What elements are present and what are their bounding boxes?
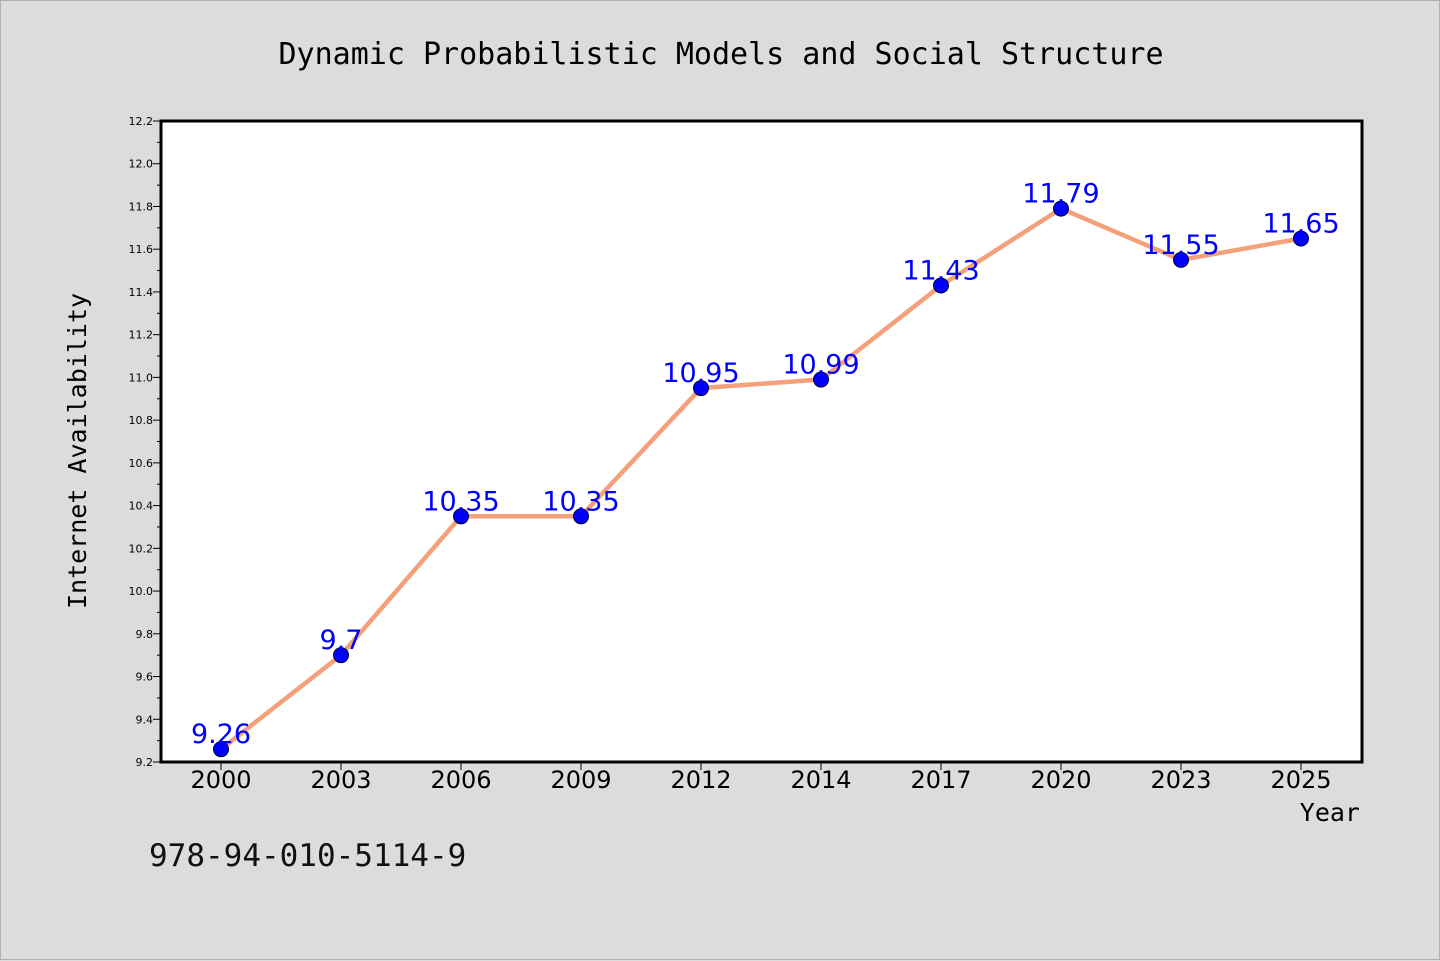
data-label: 11.79 [1022, 179, 1099, 210]
data-label: 10.99 [782, 350, 859, 381]
data-point [933, 277, 949, 294]
y-tick-label: 9.2 [136, 756, 154, 769]
y-axis: 9.2 9.4 9.6 9.8 10.0 10.2 10.4 10.6 10.8 11.0 11.2… [129, 115, 161, 769]
x-tick-label: 2006 [430, 766, 491, 794]
chart-title: Dynamic Probabilistic Models and Social … [278, 37, 1163, 72]
x-tick-label: 2003 [310, 766, 371, 794]
data-label: 10.95 [662, 358, 739, 389]
data-point [1293, 230, 1309, 247]
y-tick-label: 12.0 [129, 158, 154, 171]
data-label: 10.35 [542, 486, 619, 517]
y-tick-label: 10.0 [129, 585, 154, 598]
y-tick-label: 10.6 [129, 457, 154, 470]
series-line [218, 206, 1304, 752]
x-tick-label: 2025 [1270, 766, 1331, 794]
x-tick-label: 2014 [790, 766, 851, 794]
y-tick-label: 10.8 [129, 414, 154, 427]
y-tick-label: 10.4 [129, 500, 154, 513]
data-point [213, 741, 229, 758]
x-axis: 2000 2003 2006 2009 2012 2014 2017 2020 2023 2025 [190, 762, 1332, 794]
data-point [1173, 251, 1189, 268]
y-tick-label: 11.2 [129, 329, 154, 342]
data-label: 10.35 [422, 486, 499, 517]
plot-area [159, 119, 1364, 764]
data-point [693, 380, 709, 397]
x-tick-label: 2000 [190, 766, 251, 794]
y-tick-label: 11.6 [129, 243, 154, 256]
y-tick-label: 11.8 [129, 200, 154, 213]
y-tick-label: 11.0 [129, 371, 154, 384]
data-point [813, 371, 829, 388]
data-label: 11.55 [1142, 230, 1219, 261]
data-point [1053, 200, 1069, 217]
y-tick-label: 9.8 [136, 628, 154, 641]
x-axis-label: Year [1300, 798, 1360, 827]
x-tick-label: 2012 [670, 766, 731, 794]
y-tick-label: 12.2 [129, 115, 154, 128]
x-tick-label: 2009 [550, 766, 611, 794]
y-tick-label: 9.6 [136, 671, 154, 684]
y-axis-label: Internet Availability [63, 293, 92, 609]
data-point [453, 508, 469, 525]
data-point [573, 508, 589, 525]
data-label: 9.7 [320, 625, 363, 656]
x-tick-label: 2023 [1150, 766, 1211, 794]
data-point [333, 647, 349, 664]
series-layer [213, 200, 1309, 758]
x-tick-label: 2020 [1030, 766, 1091, 794]
x-tick-label: 2017 [910, 766, 971, 794]
y-tick-label: 9.4 [136, 713, 154, 726]
data-label: 9.26 [191, 719, 251, 750]
data-label: 11.65 [1262, 209, 1339, 240]
isbn-annotation: 978-94-010-5114-9 [149, 838, 466, 874]
y-tick-label: 11.4 [129, 286, 154, 299]
y-tick-label: 10.2 [129, 542, 154, 555]
data-label-layer: 9.26 9.7 10.35 10.35 10.95 10.99 11.43 11.79 11.… [191, 179, 1340, 751]
data-label: 11.43 [902, 256, 979, 287]
